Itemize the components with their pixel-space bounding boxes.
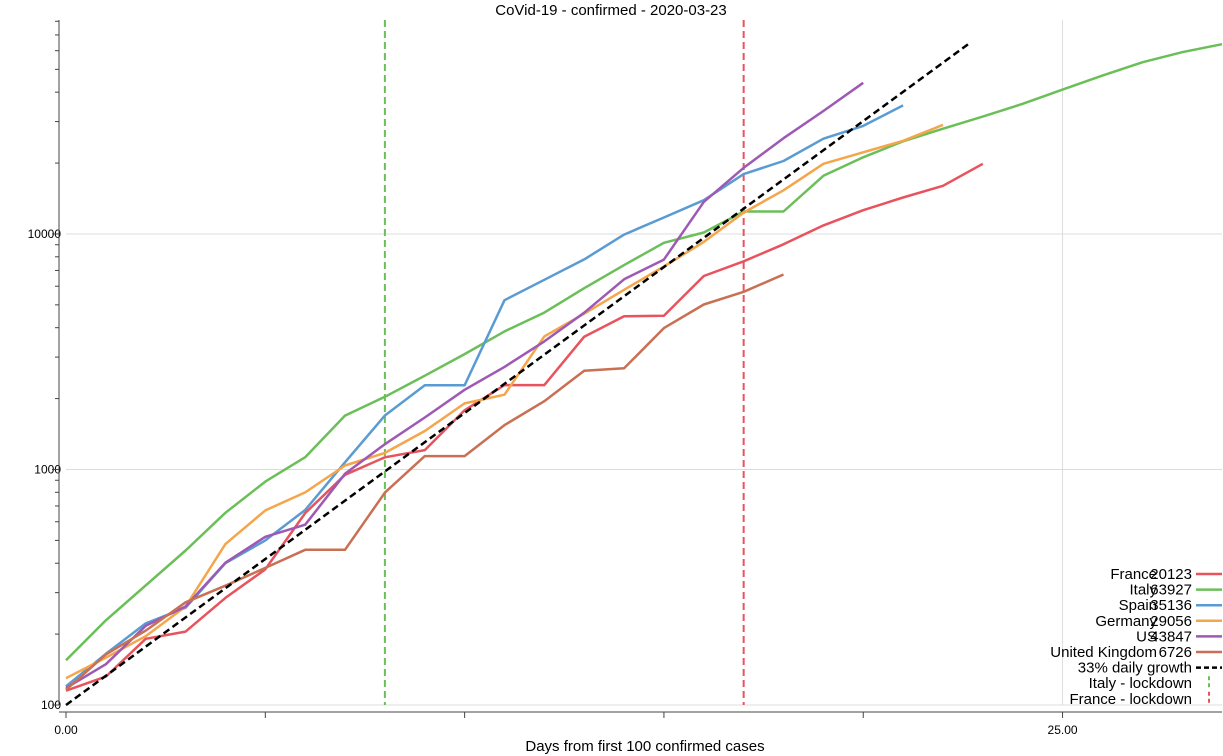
legend-value: 35136 xyxy=(1150,597,1192,614)
axes-layer: 100 1000 10000 0.00 25.00 xyxy=(28,20,1222,737)
vline-layer xyxy=(383,20,745,705)
legend-label: Spain xyxy=(1119,597,1157,614)
series-line-us xyxy=(65,81,864,690)
chart-title: CoVid-19 - confirmed - 2020-03-23 xyxy=(495,2,727,19)
legend-label: France - lockdown xyxy=(1069,691,1192,708)
legend-label: United Kingdom xyxy=(1050,644,1157,661)
y-tick-label: 100 xyxy=(41,698,61,712)
legend-label: France xyxy=(1110,566,1157,583)
y-tick-label: 10000 xyxy=(28,227,62,241)
legend-layer: France20123Italy63927Spain35136Germany29… xyxy=(1050,566,1222,708)
series-line-france xyxy=(65,162,984,692)
y-tick-label: 1000 xyxy=(34,462,61,476)
grid-layer xyxy=(66,20,1222,706)
legend-value: 63927 xyxy=(1150,582,1192,599)
legend-label: Italy - lockdown xyxy=(1089,675,1192,692)
x-tick-label: 0.00 xyxy=(54,723,78,737)
legend-value: 20123 xyxy=(1150,566,1192,583)
legend-label: Italy xyxy=(1129,582,1157,599)
legend-value: 29056 xyxy=(1150,613,1192,630)
x-axis-label: Days from first 100 confirmed cases xyxy=(525,738,764,755)
legend-label: 33% daily growth xyxy=(1078,660,1192,677)
legend-value: 43847 xyxy=(1150,628,1192,645)
legend-label: US xyxy=(1136,628,1157,645)
legend-label: Germany xyxy=(1095,613,1157,630)
legend-value: 6726 xyxy=(1159,644,1192,661)
series-line-italy xyxy=(65,42,1223,662)
x-tick-label: 25.00 xyxy=(1048,723,1078,737)
series-line-germany xyxy=(65,123,944,680)
series-layer xyxy=(65,41,1223,707)
series-line-united-kingdom xyxy=(65,273,784,691)
